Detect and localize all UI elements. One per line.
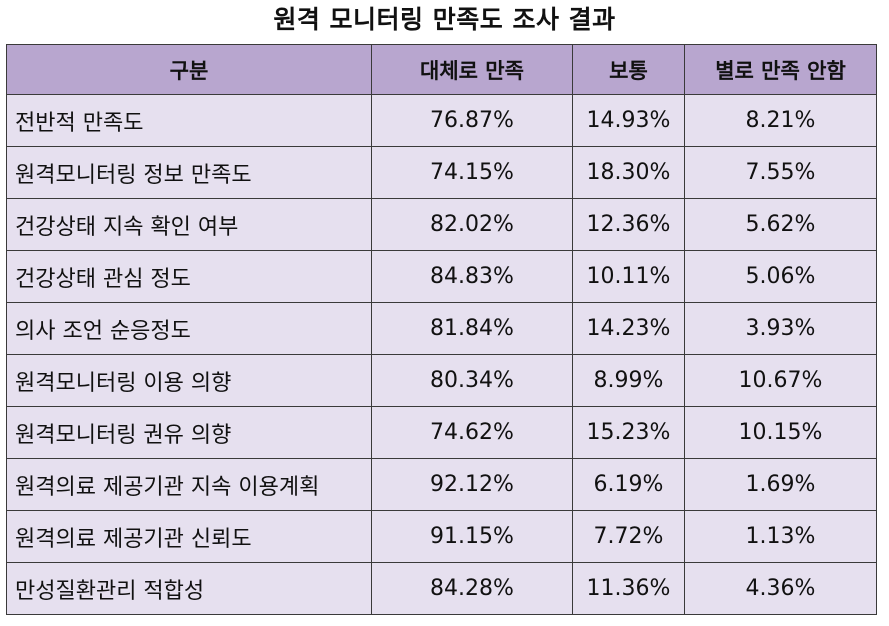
- satisfied-value: 81.84%: [371, 302, 573, 355]
- unsatisfied-value: 1.69%: [684, 458, 877, 511]
- column-header-category: 구분: [6, 44, 372, 95]
- table-body: 전반적 만족도 76.87% 14.93% 8.21% 원격모니터링 정보 만족도 74.…: [6, 94, 877, 615]
- table-row: 건강상태 관심 정도 84.83% 10.11% 5.06%: [6, 250, 877, 303]
- unsatisfied-value: 10.67%: [684, 354, 877, 407]
- satisfied-value: 80.34%: [371, 354, 573, 407]
- table-row: 건강상태 지속 확인 여부 82.02% 12.36% 5.62%: [6, 198, 877, 251]
- unsatisfied-value: 5.62%: [684, 198, 877, 251]
- row-label: 건강상태 지속 확인 여부: [6, 198, 372, 251]
- row-label: 원격모니터링 정보 만족도: [6, 146, 372, 199]
- neutral-value: 14.93%: [572, 94, 685, 147]
- neutral-value: 11.36%: [572, 562, 685, 615]
- row-label: 의사 조언 순응정도: [6, 302, 372, 355]
- satisfied-value: 74.15%: [371, 146, 573, 199]
- column-header-unsatisfied: 별로 만족 안함: [684, 44, 877, 95]
- neutral-value: 6.19%: [572, 458, 685, 511]
- neutral-value: 18.30%: [572, 146, 685, 199]
- satisfied-value: 84.28%: [371, 562, 573, 615]
- neutral-value: 14.23%: [572, 302, 685, 355]
- header-row: 구분 대체로 만족 보통 별로 만족 안함: [6, 44, 877, 95]
- satisfied-value: 76.87%: [371, 94, 573, 147]
- row-label: 원격의료 제공기관 지속 이용계획: [6, 458, 372, 511]
- satisfaction-table: 구분 대체로 만족 보통 별로 만족 안함 전반적 만족도 76.87% 14.93…: [6, 44, 877, 615]
- table-row: 만성질환관리 적합성 84.28% 11.36% 4.36%: [6, 562, 877, 615]
- table-row: 전반적 만족도 76.87% 14.93% 8.21%: [6, 94, 877, 147]
- unsatisfied-value: 8.21%: [684, 94, 877, 147]
- column-header-satisfied: 대체로 만족: [371, 44, 573, 95]
- table-row: 원격모니터링 권유 의향 74.62% 15.23% 10.15%: [6, 406, 877, 459]
- neutral-value: 7.72%: [572, 510, 685, 563]
- row-label: 원격의료 제공기관 신뢰도: [6, 510, 372, 563]
- unsatisfied-value: 7.55%: [684, 146, 877, 199]
- row-label: 원격모니터링 이용 의향: [6, 354, 372, 407]
- table-row: 의사 조언 순응정도 81.84% 14.23% 3.93%: [6, 302, 877, 355]
- unsatisfied-value: 4.36%: [684, 562, 877, 615]
- satisfied-value: 82.02%: [371, 198, 573, 251]
- table-row: 원격의료 제공기관 신뢰도 91.15% 7.72% 1.13%: [6, 510, 877, 563]
- satisfied-value: 84.83%: [371, 250, 573, 303]
- row-label: 만성질환관리 적합성: [6, 562, 372, 615]
- satisfied-value: 91.15%: [371, 510, 573, 563]
- neutral-value: 10.11%: [572, 250, 685, 303]
- table-row: 원격모니터링 정보 만족도 74.15% 18.30% 7.55%: [6, 146, 877, 199]
- chart-title: 원격 모니터링 만족도 조사 결과: [273, 5, 616, 34]
- row-label: 건강상태 관심 정도: [6, 250, 372, 303]
- satisfied-value: 74.62%: [371, 406, 573, 459]
- satisfied-value: 92.12%: [371, 458, 573, 511]
- table-row: 원격모니터링 이용 의향 80.34% 8.99% 10.67%: [6, 354, 877, 407]
- neutral-value: 8.99%: [572, 354, 685, 407]
- table-row: 원격의료 제공기관 지속 이용계획 92.12% 6.19% 1.69%: [6, 458, 877, 511]
- unsatisfied-value: 10.15%: [684, 406, 877, 459]
- unsatisfied-value: 5.06%: [684, 250, 877, 303]
- neutral-value: 15.23%: [572, 406, 685, 459]
- column-header-neutral: 보통: [572, 44, 685, 95]
- row-label: 전반적 만족도: [6, 94, 372, 147]
- unsatisfied-value: 3.93%: [684, 302, 877, 355]
- neutral-value: 12.36%: [572, 198, 685, 251]
- unsatisfied-value: 1.13%: [684, 510, 877, 563]
- row-label: 원격모니터링 권유 의향: [6, 406, 372, 459]
